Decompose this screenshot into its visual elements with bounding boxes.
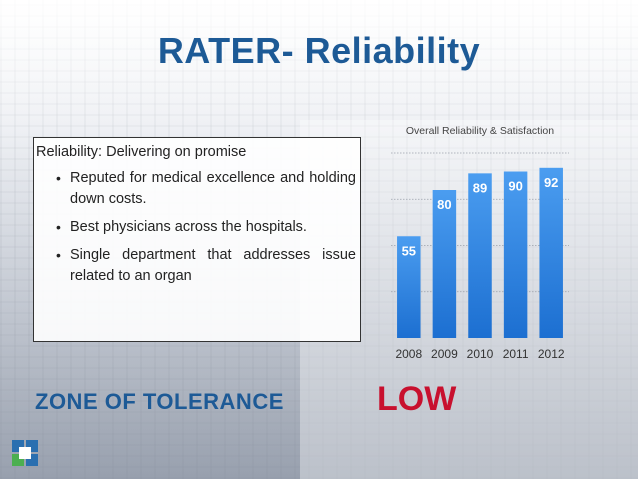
value-label-2012: 92 [544, 175, 558, 190]
value-label-2011: 90 [508, 179, 522, 194]
bar-2010 [468, 173, 492, 338]
x-tick-2010: 2010 [467, 347, 494, 361]
zone-of-tolerance-label: ZONE OF TOLERANCE [35, 389, 284, 414]
bar-2012 [539, 167, 563, 338]
chart-svg: Overall Reliability & Satisfaction 55 80 8… [391, 125, 569, 361]
slide-title: RATER- Reliability [157, 30, 481, 71]
x-tick-2009: 2009 [431, 347, 458, 361]
bullet-item-3: Single department that addresses issue r… [56, 245, 356, 287]
x-tick-2011: 2011 [503, 347, 529, 361]
chart-bars [397, 167, 563, 338]
bar-2009 [432, 190, 457, 338]
textbox-heading: Reliability: Delivering on promise [36, 144, 247, 160]
bar-2011 [503, 171, 528, 338]
value-label-2008: 55 [402, 243, 416, 258]
chart-x-tick-labels: 2008 2009 2010 2011 2012 [395, 347, 564, 361]
chart-title: Overall Reliability & Satisfaction [406, 125, 554, 137]
bullet-list: Reputed for medical excellence and holdi… [36, 168, 360, 287]
reliability-chart: Overall Reliability & Satisfaction 55 80 8… [385, 120, 575, 370]
x-tick-2008: 2008 [395, 347, 422, 361]
zone-of-tolerance-value: LOW [377, 380, 457, 418]
x-tick-2012: 2012 [538, 347, 565, 361]
value-label-2010: 89 [473, 180, 487, 195]
bar-2008 [397, 236, 421, 338]
bullet-item-2: Best physicians across the hospitals. [56, 217, 356, 238]
chart-gridlines [391, 152, 569, 293]
chart-value-labels: 55 80 89 90 92 [402, 175, 559, 258]
reliability-textbox: Reliability: Delivering on promise Reput… [33, 137, 361, 342]
clinic-logo-icon [12, 440, 38, 466]
value-label-2009: 80 [437, 197, 451, 212]
bullet-item-1: Reputed for medical excellence and holdi… [56, 168, 356, 210]
